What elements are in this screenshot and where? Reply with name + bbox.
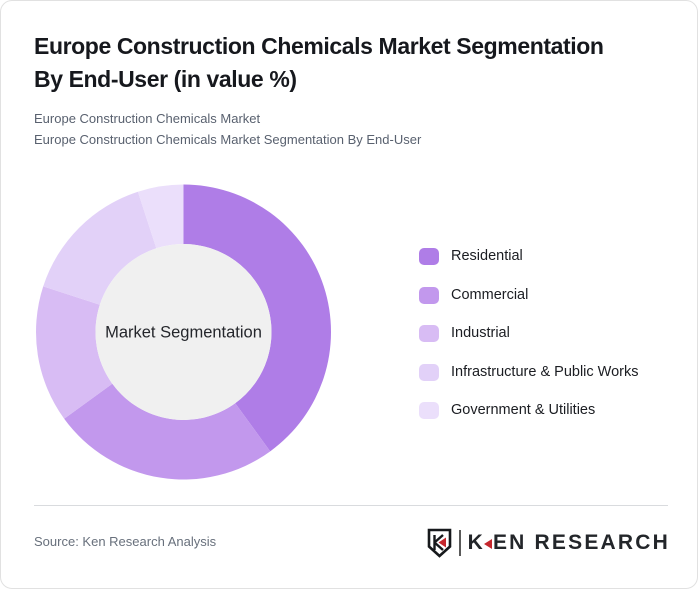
- legend-label: Government & Utilities: [451, 402, 596, 418]
- legend-item-residential: Residential: [419, 248, 639, 265]
- legend-label: Infrastructure & Public Works: [451, 363, 639, 380]
- chart-title: Europe Construction Chemicals Market Seg…: [34, 30, 604, 96]
- donut-segment-government-utilities: [137, 184, 184, 249]
- chart-legend: Residential Commercial Industrial Infrastru…: [419, 248, 639, 441]
- chart-title-line-1: Europe Construction Chemicals Market Seg…: [34, 33, 604, 59]
- donut-center-label: Market Segmentation: [105, 324, 262, 342]
- wordmark-red-triangle-icon: [483, 539, 492, 549]
- legend-item-government-utilities: Government & Utilities: [419, 402, 639, 419]
- legend-swatch-icon: [419, 402, 439, 419]
- wordmark-rest: EN RESEARCH: [492, 531, 670, 554]
- legend-swatch-icon: [419, 325, 439, 342]
- source-text: Source: Ken Research Analysis: [34, 534, 217, 549]
- ken-research-shield-icon: [427, 528, 451, 558]
- legend-swatch-icon: [419, 363, 439, 381]
- legend-item-commercial: Commercial: [419, 286, 639, 304]
- ken-research-logo: K EN RESEARCH: [426, 528, 670, 558]
- chart-subtitle: Europe Construction Chemicals Market Eur…: [34, 108, 421, 150]
- legend-swatch-icon: [419, 286, 439, 304]
- donut-inner-circle: [95, 244, 272, 420]
- chart-subtitle-line-2: Europe Construction Chemicals Market Seg…: [34, 132, 422, 147]
- donut-segment-industrial: [35, 286, 113, 419]
- footer-divider: [34, 505, 668, 506]
- wordmark-k: K: [467, 531, 485, 554]
- donut-segment-commercial: [64, 383, 271, 480]
- donut-segment-infrastructure-public-works: [43, 191, 157, 305]
- legend-swatch-icon: [419, 248, 439, 265]
- legend-label: Residential: [451, 248, 523, 264]
- chart-subtitle-line-1: Europe Construction Chemicals Market: [34, 111, 261, 126]
- legend-label: Industrial: [451, 325, 510, 341]
- donut-wedges: [35, 184, 331, 480]
- donut-chart: Market Segmentation: [18, 167, 349, 497]
- legend-item-infrastructure-public-works: Infrastructure & Public Works: [419, 363, 639, 381]
- donut-segment-residential: [183, 184, 331, 452]
- donut-chart-svg: Market Segmentation: [35, 184, 331, 480]
- ken-research-wordmark: K EN RESEARCH: [468, 528, 670, 558]
- legend-label: Commercial: [451, 286, 529, 303]
- legend-item-industrial: Industrial: [419, 325, 639, 342]
- logo-separator: [458, 530, 461, 556]
- chart-title-line-2: By End-User (in value %): [34, 66, 297, 92]
